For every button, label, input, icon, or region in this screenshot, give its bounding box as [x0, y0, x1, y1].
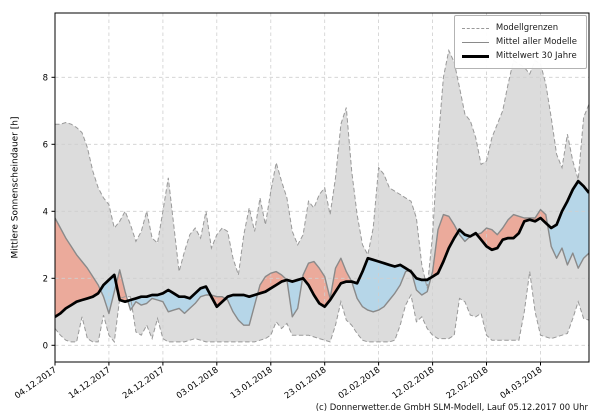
negative-anomaly-fill — [225, 294, 258, 326]
climate-mean-line — [55, 179, 589, 318]
x-tick-label: 23.01.2018 — [283, 365, 329, 401]
x-tick-label: 14.12.2017 — [67, 365, 113, 401]
dashed-line-sample-icon — [461, 27, 489, 29]
x-tick-label: 24.12.2017 — [121, 365, 167, 401]
upper-bound-line — [55, 48, 589, 289]
x-tick-label: 22.02.2018 — [445, 365, 491, 401]
x-tick-label: 04.12.2017 — [13, 365, 59, 401]
x-tick-label: 12.02.2018 — [391, 365, 437, 401]
y-tick-label: 4 — [43, 207, 48, 217]
x-tick-label: 04.03.2018 — [499, 365, 545, 401]
chart-legend: Modellgrenzen Mittel aller Modelle Mitte… — [453, 15, 587, 69]
legend-item-model-mean: Mittel aller Modelle — [461, 35, 577, 49]
x-tick-label: 02.02.2018 — [337, 365, 383, 401]
y-axis-title: Mittlere Sonnenscheindauer [h] — [10, 116, 21, 259]
legend-label: Mittel aller Modelle — [495, 37, 577, 47]
positive-anomaly-fill — [257, 271, 287, 295]
black-line-sample-icon — [461, 54, 489, 58]
positive-anomaly-fill — [55, 218, 101, 317]
legend-label: Mittelwert 30 Jahre — [495, 51, 577, 61]
legend-item-climate-mean: Mittelwert 30 Jahre — [461, 49, 577, 63]
y-tick-label: 0 — [43, 341, 48, 351]
legend-item-model-bounds: Modellgrenzen — [461, 21, 577, 35]
copyright-caption: (c) Donnerwetter.de GmbH SLM-Modell, Lau… — [315, 403, 588, 413]
model-range-band — [55, 50, 589, 342]
y-tick-label: 2 — [43, 274, 48, 284]
negative-anomaly-fill — [286, 278, 303, 317]
positive-anomaly-fill — [431, 214, 459, 278]
legend-label: Modellgrenzen — [495, 23, 559, 33]
x-tick-label: 03.01.2018 — [175, 365, 221, 401]
y-tick-label: 8 — [43, 73, 48, 83]
model-mean-line — [55, 208, 589, 326]
negative-anomaly-fill — [351, 258, 410, 312]
x-tick-label: 13.01.2018 — [229, 365, 275, 401]
gray-line-sample-icon — [461, 41, 489, 43]
positive-anomaly-fill — [210, 295, 226, 307]
plot-border — [54, 12, 590, 363]
negative-anomaly-fill — [547, 181, 589, 269]
lower-bound-line — [55, 271, 589, 344]
y-tick-label: 6 — [43, 140, 48, 150]
negative-anomaly-fill — [127, 286, 211, 314]
